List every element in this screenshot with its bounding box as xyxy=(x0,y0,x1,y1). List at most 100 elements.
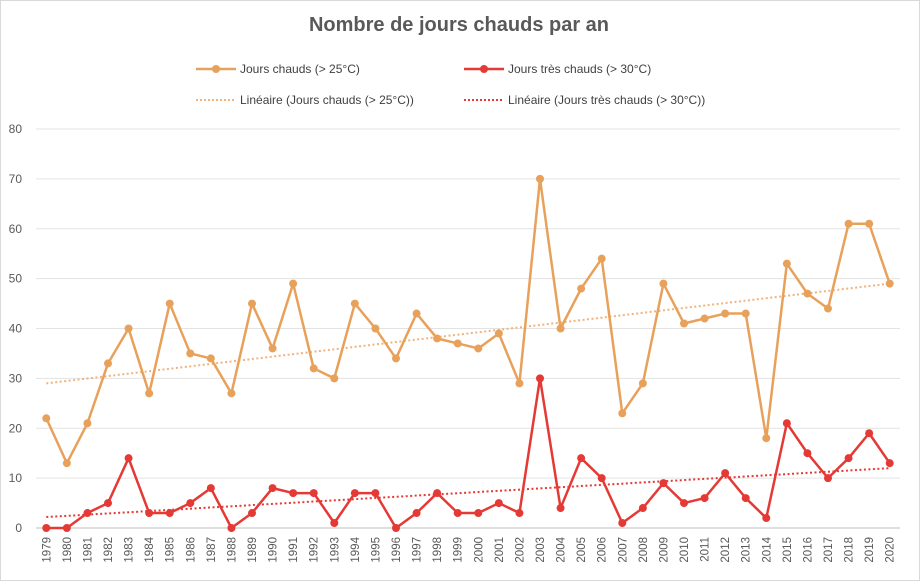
y-tick-label-60: 60 xyxy=(9,222,23,236)
series-1-point-1996 xyxy=(392,524,400,532)
series-1-point-2008 xyxy=(638,504,647,513)
series-0-point-1983 xyxy=(124,324,133,333)
series-1-point-1999 xyxy=(453,509,462,518)
series-1-point-1994 xyxy=(350,489,359,498)
series-0-point-2020 xyxy=(885,279,894,288)
series-1-point-2006 xyxy=(597,474,606,483)
series-1-point-2017 xyxy=(824,474,832,483)
series-1-point-1995 xyxy=(371,489,380,498)
series-1-point-2014 xyxy=(762,514,771,523)
series-0-point-2017 xyxy=(824,304,832,313)
series-0-point-1984 xyxy=(145,389,154,398)
series-0-point-2013 xyxy=(741,309,750,318)
series-0-point-2003 xyxy=(536,174,544,183)
x-tick-label-2001: 2001 xyxy=(494,537,506,563)
series-1-point-1989 xyxy=(248,509,256,518)
series-0-point-1994 xyxy=(350,299,359,308)
series-1-point-1993 xyxy=(330,519,339,528)
y-tick-label-50: 50 xyxy=(9,272,23,286)
series-0-point-2002 xyxy=(515,379,524,388)
series-1-point-1991 xyxy=(289,489,298,498)
series-1-point-1990 xyxy=(268,484,277,493)
series-0-point-2018 xyxy=(844,219,853,228)
trendline-1 xyxy=(46,467,890,519)
series-0-point-2005 xyxy=(577,284,586,293)
chart-title: Nombre de jours chauds par an xyxy=(308,14,610,36)
series-0-point-1986 xyxy=(186,349,195,358)
x-tick-label-2007: 2007 xyxy=(617,537,629,563)
series-1-point-1979 xyxy=(42,524,51,532)
x-tick-label-2016: 2016 xyxy=(802,537,814,563)
series-0-point-1999 xyxy=(453,339,462,348)
x-tick-label-2013: 2013 xyxy=(741,537,753,563)
x-tick-label-1983: 1983 xyxy=(124,537,136,563)
series-1-point-1980 xyxy=(62,524,71,532)
x-tick-label-1989: 1989 xyxy=(247,537,259,563)
series-1-point-2012 xyxy=(721,469,730,478)
y-tick-label-30: 30 xyxy=(9,371,23,385)
x-tick-label-1984: 1984 xyxy=(144,536,156,562)
series-0-point-1995 xyxy=(371,324,380,333)
x-tick-label-1988: 1988 xyxy=(226,537,238,563)
x-tick-label-1993: 1993 xyxy=(329,537,341,563)
series-0-point-1993 xyxy=(330,374,339,383)
series-1-point-2015 xyxy=(782,419,791,428)
legend-swatch-hot-days xyxy=(196,65,236,73)
x-tick-label-1998: 1998 xyxy=(432,537,444,563)
y-tick-label-70: 70 xyxy=(9,172,23,186)
x-tick-label-2002: 2002 xyxy=(514,537,526,563)
series-0-point-2009 xyxy=(659,279,668,288)
y-tick-label-80: 80 xyxy=(9,122,23,136)
series-1-point-2005 xyxy=(577,454,586,463)
series-1-point-1985 xyxy=(165,509,174,518)
x-tick-label-2018: 2018 xyxy=(844,537,856,563)
legend-label-trend-hot-days: Linéaire (Jours chauds (> 25°C)) xyxy=(240,93,414,107)
legend-item-hot-days: Jours chauds (> 25°C) xyxy=(196,62,360,76)
series-1-point-2001 xyxy=(494,499,503,508)
x-tick-label-2010: 2010 xyxy=(679,537,691,563)
series-0-point-2012 xyxy=(721,309,730,318)
legend-label-very-hot-days: Jours très chauds (> 30°C) xyxy=(508,62,652,76)
series-0-point-1979 xyxy=(42,414,51,423)
x-tick-label-1996: 1996 xyxy=(391,537,403,563)
series-1-point-1986 xyxy=(186,499,195,508)
x-tick-label-1991: 1991 xyxy=(288,537,300,563)
x-tick-label-1999: 1999 xyxy=(453,537,465,563)
series-0-point-1996 xyxy=(392,354,400,363)
series-0-point-1991 xyxy=(289,279,298,288)
series-0-point-1988 xyxy=(227,389,236,398)
x-tick-label-1997: 1997 xyxy=(412,537,424,563)
x-tick-label-2020: 2020 xyxy=(885,537,897,563)
series-0-point-2019 xyxy=(865,219,874,228)
series-1-point-1988 xyxy=(227,524,236,532)
legend-label-trend-very-hot-days: Linéaire (Jours très chauds (> 30°C)) xyxy=(508,93,706,107)
series-0-point-2008 xyxy=(638,379,647,388)
series-1-point-1983 xyxy=(124,454,133,463)
series-1-point-2004 xyxy=(556,504,565,513)
series-0-point-2000 xyxy=(474,344,483,353)
series-0-point-1992 xyxy=(309,364,318,373)
series-1-point-2013 xyxy=(741,494,750,503)
series-0-point-1985 xyxy=(165,299,174,308)
series-0-point-1990 xyxy=(268,344,277,353)
series-0-point-2011 xyxy=(700,314,709,323)
y-tick-label-20: 20 xyxy=(9,421,23,435)
series-line-0 xyxy=(45,177,891,465)
x-tick-label-2012: 2012 xyxy=(720,537,732,563)
series-line-1 xyxy=(46,377,891,530)
series-0-point-2015 xyxy=(782,259,791,268)
series-1-point-2016 xyxy=(803,449,812,458)
x-tick-label-1985: 1985 xyxy=(165,537,177,563)
y-tick-label-0: 0 xyxy=(15,521,22,535)
x-tick-label-2006: 2006 xyxy=(597,537,609,563)
series-1-point-2018 xyxy=(844,454,853,463)
x-tick-label-2014: 2014 xyxy=(761,536,773,562)
x-tick-label-1986: 1986 xyxy=(185,537,197,563)
legend-swatch-trend-hot-days xyxy=(196,99,236,101)
series-0-point-1998 xyxy=(433,334,442,343)
x-tick-label-2015: 2015 xyxy=(782,537,794,563)
series-0-point-2004 xyxy=(556,324,565,333)
legend-item-trend-hot-days: Linéaire (Jours chauds (> 25°C)) xyxy=(196,93,414,107)
series-1-point-2019 xyxy=(865,429,874,438)
